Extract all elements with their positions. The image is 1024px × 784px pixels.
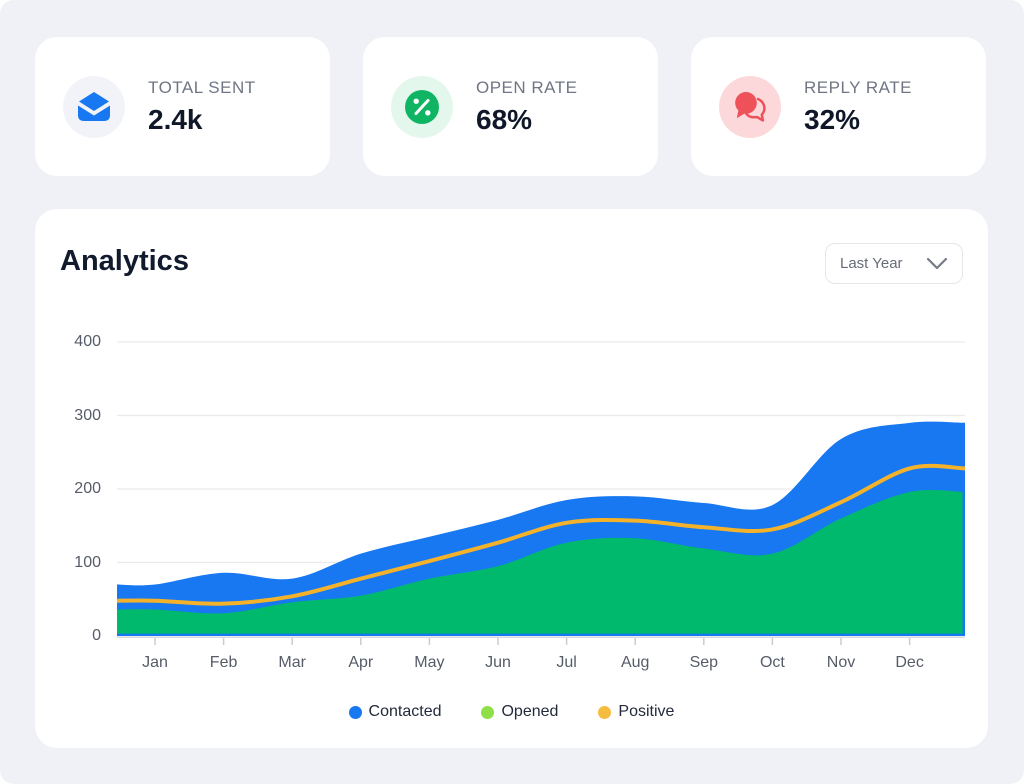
legend-label: Positive bbox=[618, 703, 675, 720]
x-axis-label: Dec bbox=[895, 654, 924, 671]
legend-label: Contacted bbox=[368, 703, 442, 720]
stat-label: TOTAL SENT bbox=[148, 77, 256, 97]
stat-card-total-sent: TOTAL SENT 2.4k bbox=[35, 37, 330, 176]
stat-value: 32% bbox=[804, 103, 861, 135]
x-axis-label: Mar bbox=[278, 654, 306, 671]
x-axis-label: Nov bbox=[826, 654, 856, 671]
stat-label: OPEN RATE bbox=[476, 77, 578, 97]
positive-line bbox=[115, 463, 967, 606]
y-axis-label: 0 bbox=[92, 627, 101, 644]
legend-dot bbox=[348, 705, 362, 719]
date-range-value: Last Year bbox=[840, 255, 903, 272]
y-axis-label: 100 bbox=[74, 553, 101, 571]
legend-item-positive[interactable]: Positive bbox=[598, 703, 674, 721]
x-axis-label: Apr bbox=[348, 654, 374, 671]
x-axis-label: Feb bbox=[209, 654, 238, 671]
date-range-dropdown[interactable]: Last Year bbox=[825, 243, 963, 284]
percent-icon bbox=[391, 75, 453, 138]
chevron-down-icon bbox=[926, 257, 948, 269]
page-title: Analytics bbox=[60, 245, 189, 277]
stat-label: REPLY RATE bbox=[804, 77, 912, 97]
x-axis-label: May bbox=[414, 654, 445, 671]
legend-dot bbox=[598, 705, 612, 719]
x-axis-label: Jan bbox=[142, 654, 168, 671]
chart-legend: Contacted Opened Positive bbox=[35, 703, 988, 721]
analytics-card: Analytics Last Year Contacted Opened Posit… bbox=[35, 209, 988, 748]
stat-value: 68% bbox=[476, 103, 533, 135]
x-axis-label: Aug bbox=[620, 654, 650, 671]
stat-card-open-rate: OPEN RATE 68% bbox=[363, 37, 658, 176]
legend-label: Opened bbox=[501, 703, 559, 720]
x-axis-label: Jul bbox=[556, 654, 577, 671]
stat-card-reply-rate: REPLY RATE 32% bbox=[691, 37, 986, 176]
legend-item-contacted[interactable]: Contacted bbox=[348, 703, 442, 721]
x-axis-label: Oct bbox=[759, 654, 785, 671]
chat-icon bbox=[719, 75, 781, 138]
y-axis-label: 200 bbox=[74, 480, 101, 497]
y-axis-label: 400 bbox=[74, 333, 101, 350]
opened-area bbox=[117, 489, 965, 636]
mail-icon bbox=[63, 75, 125, 138]
legend-item-opened[interactable]: Opened bbox=[481, 703, 558, 721]
x-axis-label: Sep bbox=[689, 654, 719, 671]
area-chart bbox=[115, 330, 967, 650]
stat-value: 2.4k bbox=[148, 103, 203, 135]
legend-dot bbox=[481, 705, 495, 719]
x-axis-label: Jun bbox=[485, 654, 511, 671]
y-axis-label: 300 bbox=[74, 406, 101, 424]
